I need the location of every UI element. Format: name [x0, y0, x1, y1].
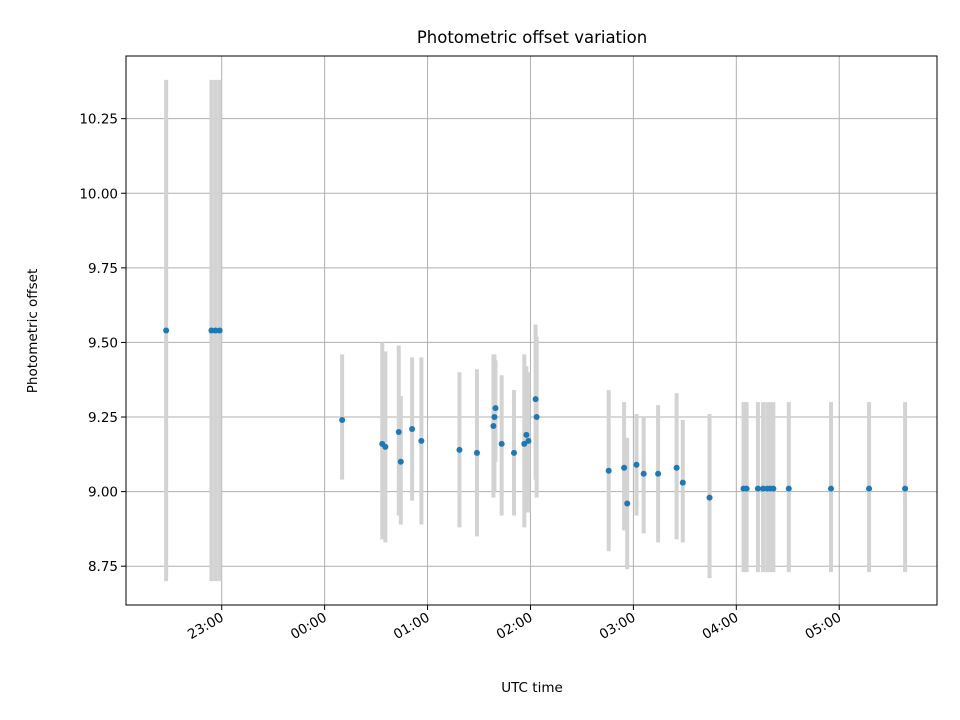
data-point — [490, 422, 497, 429]
y-axis-label: Photometric offset — [25, 269, 41, 393]
data-point — [498, 440, 505, 447]
data-point — [866, 485, 873, 492]
data-point — [511, 449, 518, 456]
data-point — [163, 327, 170, 334]
data-point — [382, 443, 389, 450]
data-point — [492, 405, 499, 412]
plot-area-frame — [125, 55, 938, 606]
data-point — [640, 470, 647, 477]
data-point — [216, 327, 223, 334]
data-point — [770, 485, 777, 492]
grid-lines — [126, 56, 937, 605]
data-point — [525, 437, 532, 444]
data-point — [902, 485, 909, 492]
y-axis-ticks: 8.75 9.00 9.25 9.50 9.75 10.00 10.25 — [79, 112, 126, 575]
y-tick-label: 9.00 — [88, 485, 118, 501]
data-point — [624, 500, 631, 507]
data-point — [523, 431, 530, 438]
data-point — [339, 417, 346, 424]
data-point — [760, 485, 767, 492]
data-point — [208, 327, 215, 334]
data-point — [785, 485, 792, 492]
data-point — [395, 428, 402, 435]
data-point — [754, 485, 761, 492]
data-point — [491, 414, 498, 421]
data-point — [633, 461, 640, 468]
y-tick-label: 10.25 — [79, 112, 118, 128]
y-tick-label: 9.50 — [88, 335, 118, 351]
data-points — [163, 327, 909, 507]
data-point — [706, 494, 713, 501]
data-point — [743, 485, 750, 492]
data-point — [827, 485, 834, 492]
data-point — [673, 464, 680, 471]
data-point — [212, 327, 219, 334]
data-point — [621, 464, 628, 471]
data-point — [533, 414, 540, 421]
y-tick-label: 10.00 — [79, 186, 118, 202]
data-point — [521, 440, 528, 447]
data-point — [605, 467, 612, 474]
data-point — [532, 396, 539, 403]
y-tick-label: 8.75 — [88, 559, 118, 575]
data-point — [409, 425, 416, 432]
chart-title: Photometric offset variation — [417, 28, 647, 47]
data-point — [655, 470, 662, 477]
data-point — [679, 479, 686, 486]
x-axis-label: UTC time — [501, 680, 563, 696]
y-tick-label: 9.75 — [88, 261, 118, 277]
data-point — [456, 446, 463, 453]
data-point — [473, 449, 480, 456]
data-point — [397, 458, 404, 465]
y-tick-label: 9.25 — [88, 410, 118, 426]
data-point — [418, 437, 425, 444]
